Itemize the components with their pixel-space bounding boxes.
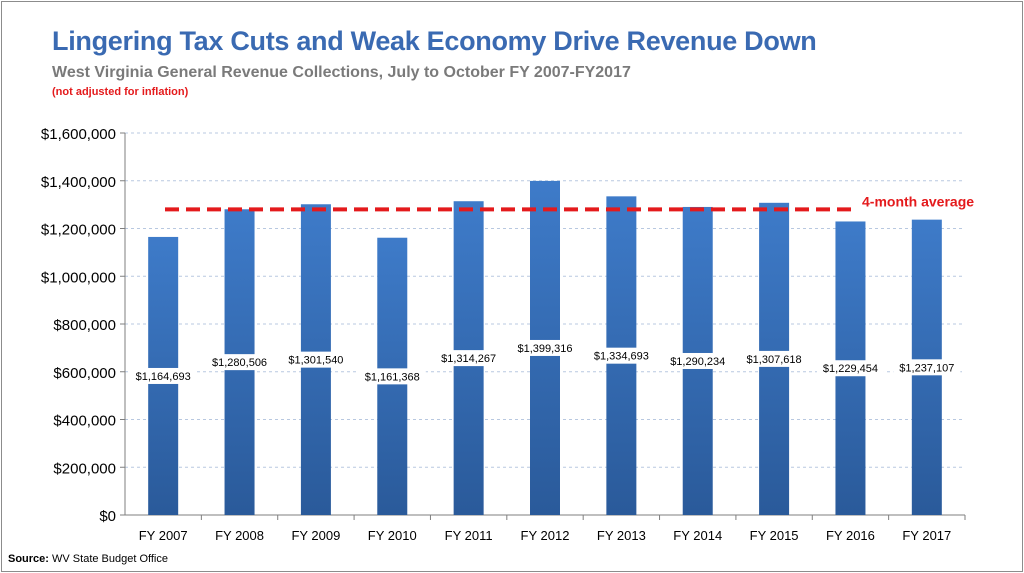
source-note: Source: WV State Budget Office xyxy=(8,553,168,565)
y-tick-label: $1,400,000 xyxy=(41,174,116,191)
average-line-label: 4-month average xyxy=(862,193,974,209)
data-label-bg xyxy=(893,359,961,376)
data-label-bg xyxy=(282,351,350,368)
data-label-bg xyxy=(435,350,503,367)
data-label-bg xyxy=(358,368,426,385)
chart-subtitle: West Virginia General Revenue Collection… xyxy=(52,64,631,81)
data-label: $1,161,368 xyxy=(365,371,420,383)
x-tick-label: FY 2008 xyxy=(215,528,264,543)
y-tick-label: $200,000 xyxy=(53,460,116,477)
data-label-bg xyxy=(664,352,732,369)
inflation-note: (not adjusted for inflation) xyxy=(52,86,189,98)
chart-title: Lingering Tax Cuts and Weak Economy Driv… xyxy=(52,26,817,56)
x-tick-label: FY 2016 xyxy=(826,528,875,543)
x-tick-label: FY 2013 xyxy=(597,528,646,543)
data-label: $1,164,693 xyxy=(136,371,191,383)
source-text: WV State Budget Office xyxy=(52,553,168,565)
y-tick-label: $0 xyxy=(99,508,116,525)
source-label: Source: xyxy=(8,553,49,565)
y-tick-label: $1,000,000 xyxy=(41,269,116,286)
x-tick-label: FY 2017 xyxy=(902,528,951,543)
y-tick-label: $1,200,000 xyxy=(41,222,116,239)
data-label: $1,314,267 xyxy=(441,353,496,365)
data-label: $1,307,618 xyxy=(747,354,802,366)
x-tick-label: FY 2015 xyxy=(750,528,799,543)
x-tick-label: FY 2010 xyxy=(368,528,417,543)
data-label: $1,290,234 xyxy=(670,356,725,368)
data-label: $1,399,316 xyxy=(517,343,572,355)
y-tick-label: $600,000 xyxy=(53,365,116,382)
y-tick-label: $800,000 xyxy=(53,317,116,334)
y-tick-label: $400,000 xyxy=(53,413,116,430)
x-tick-label: FY 2009 xyxy=(291,528,340,543)
data-label-bg xyxy=(816,360,884,377)
y-tick-label: $1,600,000 xyxy=(41,126,116,143)
data-label-bg xyxy=(587,347,655,364)
data-label: $1,301,540 xyxy=(288,355,343,367)
data-label: $1,280,506 xyxy=(212,357,267,369)
x-tick-label: FY 2011 xyxy=(445,528,493,543)
data-label-bg xyxy=(511,339,579,356)
data-label-bg xyxy=(740,350,808,367)
x-tick-label: FY 2012 xyxy=(521,528,570,543)
data-label: $1,229,454 xyxy=(823,363,878,375)
x-tick-label: FY 2014 xyxy=(673,528,722,543)
x-tick-label: FY 2007 xyxy=(139,528,188,543)
data-label-bg xyxy=(206,354,274,371)
data-label: $1,334,693 xyxy=(594,351,649,363)
data-label-bg xyxy=(129,367,197,384)
data-label: $1,237,107 xyxy=(899,362,954,374)
